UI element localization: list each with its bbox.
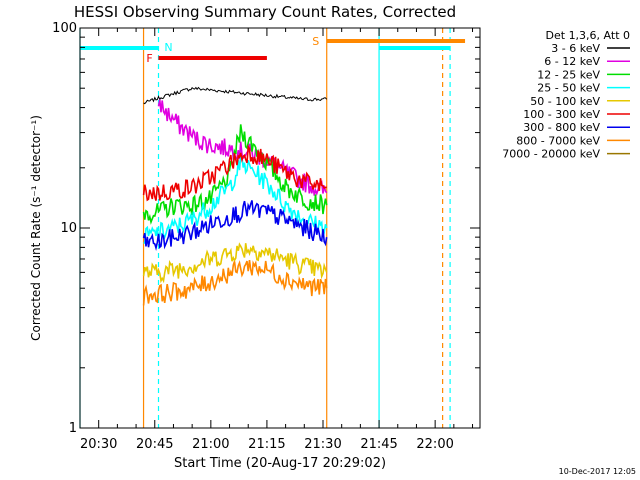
flag-label-2: F <box>146 52 152 65</box>
y-tick-label-1: 1 <box>69 421 77 436</box>
x-tick-label-7: 22:00 <box>416 437 453 452</box>
y-tick-label-3: 100 <box>52 21 77 36</box>
series-line-3 <box>142 124 328 225</box>
y-axis-label: Corrected Count Rate (s⁻¹ detector⁻¹) <box>29 115 43 341</box>
y-tick-label-2: 10 <box>60 221 77 236</box>
series-line-6 <box>142 144 327 202</box>
chart-title: HESSI Observing Summary Count Rates, Cor… <box>74 3 456 21</box>
timestamp: 10-Dec-2017 12:05 <box>559 467 636 476</box>
legend-label-8: 800 - 7000 keV <box>516 134 600 147</box>
series-line-7 <box>142 200 328 251</box>
plot-area: NF S <box>79 28 466 428</box>
legend-label-2: 6 - 12 keV <box>544 55 600 68</box>
legend-label-1: 3 - 6 keV <box>551 42 600 55</box>
flag-label-3: S <box>312 35 319 48</box>
flag-label-1: N <box>164 41 172 54</box>
series-line-1 <box>143 86 328 105</box>
x-tick-label-1: 20:30 <box>80 437 117 452</box>
x-axis: 20:30 20:45 21:00 21:15 21:30 21:45 22:00 <box>79 28 474 452</box>
x-tick-label-2: 20:45 <box>136 437 173 452</box>
legend-label-4: 25 - 50 keV <box>537 82 600 95</box>
x-tick-label-3: 21:00 <box>192 437 229 452</box>
y-axis: 1 10 100 <box>52 21 480 436</box>
legend-label-9: 7000 - 20000 keV <box>502 148 600 161</box>
legend-label-5: 50 - 100 keV <box>530 95 600 108</box>
legend-label-3: 12 - 25 keV <box>537 68 600 81</box>
series-line-8 <box>142 259 328 306</box>
x-tick-label-5: 21:30 <box>304 437 341 452</box>
legend-header: Det 1,3,6, Att 0 <box>546 29 630 42</box>
x-axis-label: Start Time (20-Aug-17 20:29:02) <box>174 456 386 471</box>
x-tick-label-4: 21:15 <box>248 437 285 452</box>
series-line-5 <box>142 242 328 284</box>
x-tick-label-6: 21:45 <box>360 437 397 452</box>
legend-label-6: 100 - 300 keV <box>523 108 600 121</box>
legend-label-7: 300 - 800 keV <box>523 121 600 134</box>
